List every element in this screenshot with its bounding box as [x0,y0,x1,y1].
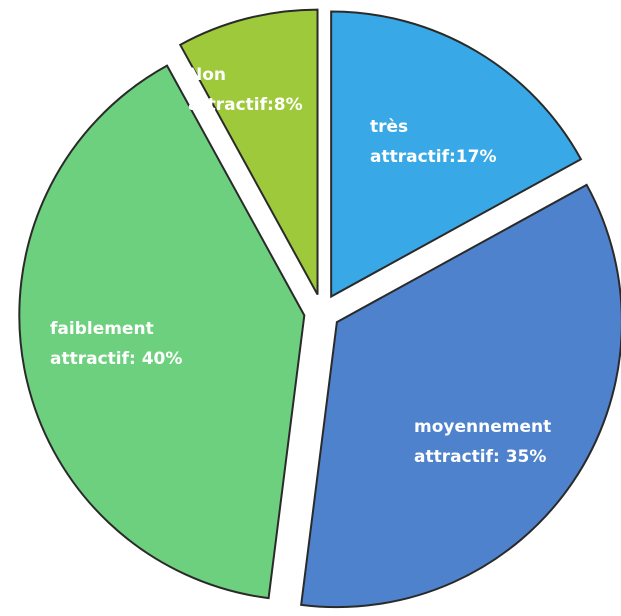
pie-slice [330,10,583,299]
pie-slice [18,64,306,600]
data-label: très attractif:17% [370,117,497,167]
data-label: moyennement attractif: 35% [414,417,552,467]
pie-slice [300,183,621,609]
data-label: faiblement attractif: 40% [50,319,183,369]
data-label: Non attractif:8% [188,65,303,115]
pie-slice [178,8,319,296]
